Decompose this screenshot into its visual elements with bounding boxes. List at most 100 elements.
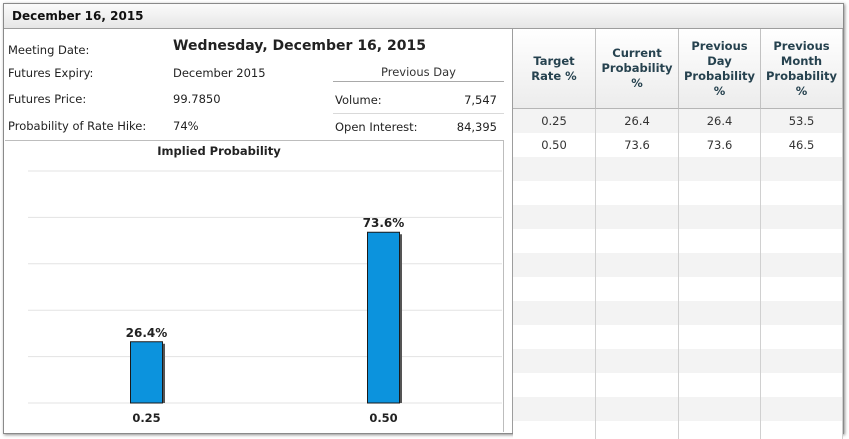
table-cell (596, 277, 679, 301)
data-label: 26.4% (126, 326, 168, 340)
table-cell: 0.50 (513, 133, 596, 157)
bar (367, 231, 400, 404)
table-cell (596, 229, 679, 253)
table-row (513, 373, 843, 397)
bar (130, 341, 163, 404)
table-row (513, 157, 843, 181)
previous-day-probability-header: Previous Day Probability% (679, 29, 761, 109)
volume-value: 7,547 (464, 93, 497, 107)
table-cell (513, 397, 596, 421)
table-row (513, 421, 843, 439)
table-cell (513, 229, 596, 253)
table-row (513, 229, 843, 253)
table-cell (761, 157, 843, 181)
table-cell (596, 397, 679, 421)
header-line: Day (707, 53, 732, 68)
table-cell (679, 397, 761, 421)
table-cell (761, 229, 843, 253)
table-cell (513, 253, 596, 277)
table-cell: 26.4 (596, 109, 679, 133)
rate-hike-value: 74% (173, 119, 199, 133)
table-row (513, 277, 843, 301)
chart-title: Implied Probability (157, 144, 281, 158)
header-line: Target (533, 53, 575, 68)
table-cell (761, 277, 843, 301)
table-row (513, 205, 843, 229)
table-cell: 26.4 (679, 109, 761, 133)
header-text: Target Rate % (531, 54, 576, 84)
volume-label: Volume: (335, 93, 382, 107)
meeting-date-label: Meeting Date: (8, 43, 90, 57)
table-cell (679, 373, 761, 397)
table-cell (596, 181, 679, 205)
futures-price-value: 99.7850 (173, 92, 221, 106)
futures-expiry-value: December 2015 (173, 66, 266, 80)
target-rate-header: Target Rate % (513, 29, 596, 109)
table-cell (679, 253, 761, 277)
previous-day-heading: Previous Day (333, 65, 504, 82)
table-cell: 73.6 (679, 133, 761, 157)
header-text: Current Probability% (601, 46, 672, 91)
table-cell (513, 277, 596, 301)
current-probability-header: Current Probability% (596, 29, 679, 109)
table-cell (513, 373, 596, 397)
table-cell (596, 325, 679, 349)
previous-month-probability-header: Previous Month Probability% (761, 29, 843, 109)
table-cell (679, 421, 761, 439)
table-cell (513, 325, 596, 349)
table-cell (679, 301, 761, 325)
table-row: 0.50 73.6 73.6 46.5 (513, 133, 843, 157)
table-cell: 46.5 (761, 133, 843, 157)
chart-canvas: Implied Probability 26.4% 0.25 73.6% 0.50 (28, 144, 502, 425)
header-line: % (795, 83, 808, 98)
table-cell (679, 181, 761, 205)
table-row (513, 397, 843, 421)
table-cell (596, 421, 679, 439)
table-cell (679, 325, 761, 349)
table-cell: 0.25 (513, 109, 596, 133)
table-cell (513, 205, 596, 229)
table-cell (761, 325, 843, 349)
header-line: Current (612, 46, 662, 60)
fedwatch-panel: December 16, 2015 Meeting Date: Wednesda… (3, 3, 844, 439)
header-line: Probability (601, 61, 673, 75)
table-cell (513, 301, 596, 325)
probability-table: Target Rate % Current Probability% Previous D… (512, 29, 843, 439)
table-cell (761, 205, 843, 229)
meeting-date-value: Wednesday, December 16, 2015 (173, 38, 426, 54)
table-cell (596, 349, 679, 373)
header-line: % (631, 76, 643, 90)
table-cell (679, 277, 761, 301)
table-cell (761, 397, 843, 421)
table-cell (513, 157, 596, 181)
table-cell: 73.6 (596, 133, 679, 157)
table-cell (596, 157, 679, 181)
header-text: Previous Day Probability% (684, 39, 755, 99)
table-cell (596, 373, 679, 397)
table-row: 0.25 26.4 26.4 53.5 (513, 109, 843, 133)
x-tick-label: 0.25 (132, 411, 160, 425)
table-cell (679, 205, 761, 229)
table-row (513, 349, 843, 373)
table-cell (761, 253, 843, 277)
table-cell (761, 421, 843, 439)
rate-hike-label: Probability of Rate Hike: (8, 119, 147, 133)
futures-expiry-label: Futures Expiry: (8, 66, 94, 80)
open-interest-label: Open Interest: (335, 120, 418, 134)
implied-probability-chart: Implied Probability 26.4% 0.25 73.6% 0.50 (5, 140, 504, 432)
header-line: Probability (765, 68, 838, 83)
header-text: Previous Month Probability% (766, 39, 837, 99)
table-cell (679, 229, 761, 253)
futures-price-label: Futures Price: (8, 92, 87, 106)
data-label: 73.6% (363, 216, 405, 230)
header-line: Month (780, 53, 823, 68)
header-line: Previous (691, 38, 748, 53)
table-cell (679, 349, 761, 373)
table-cell (679, 157, 761, 181)
table-cell (596, 301, 679, 325)
header-line: % (713, 83, 726, 98)
header-line: Rate % (531, 68, 577, 83)
table-cell (513, 181, 596, 205)
open-interest-value: 84,395 (456, 120, 497, 134)
table-cell (761, 181, 843, 205)
